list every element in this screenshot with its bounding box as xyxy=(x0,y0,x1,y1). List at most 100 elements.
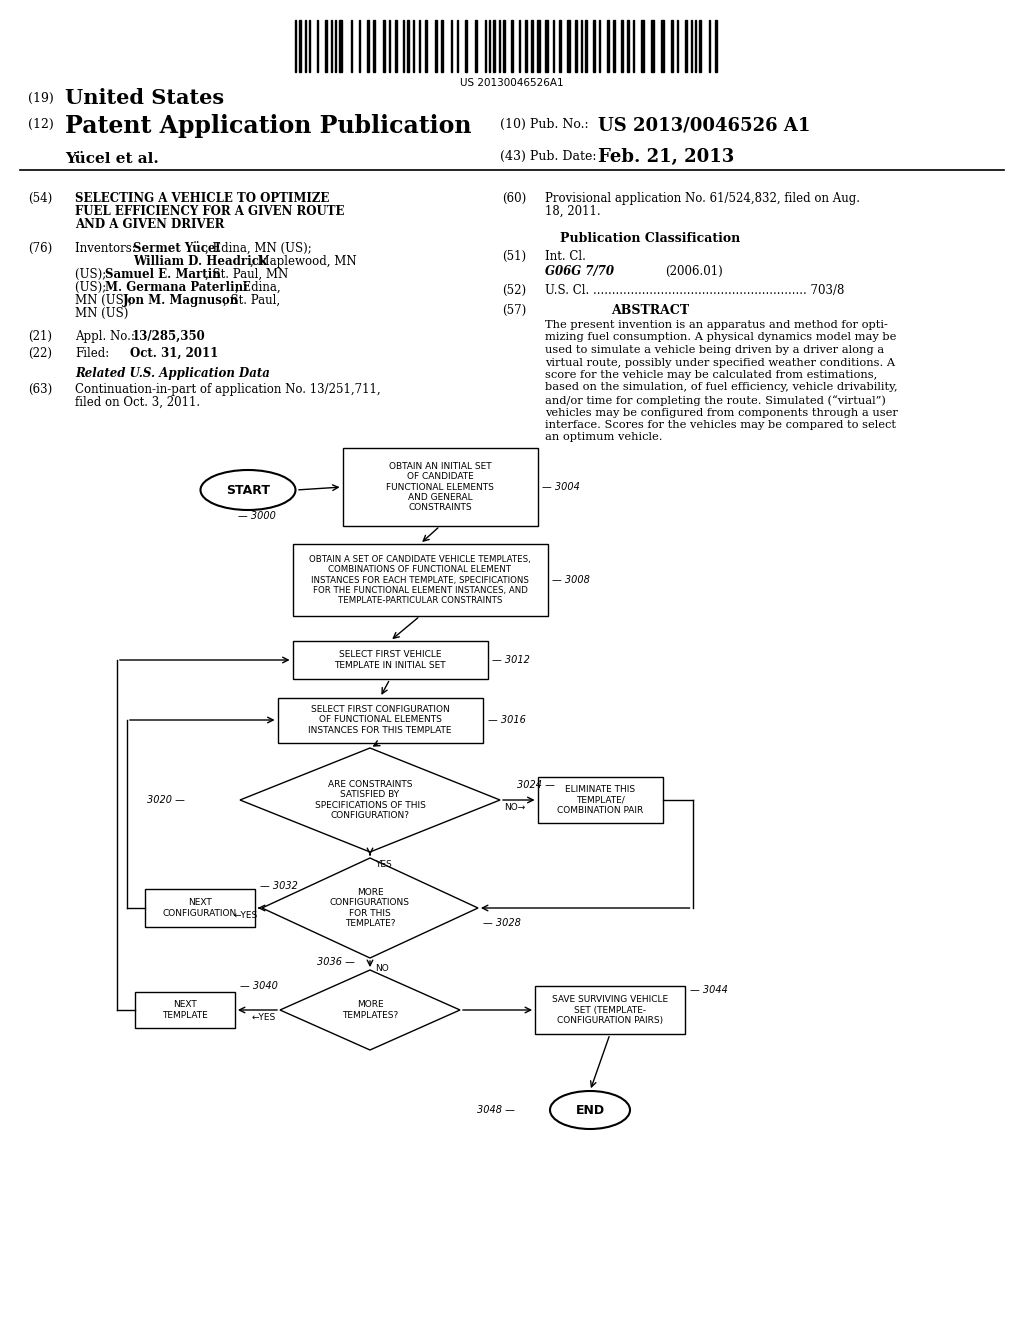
Text: an optimum vehicle.: an optimum vehicle. xyxy=(545,433,663,442)
Text: Samuel E. Martin: Samuel E. Martin xyxy=(105,268,221,281)
Text: (2006.01): (2006.01) xyxy=(665,265,723,279)
Bar xyxy=(525,20,527,73)
Bar xyxy=(503,20,505,73)
Bar xyxy=(699,20,701,73)
Text: (52): (52) xyxy=(502,284,526,297)
Text: — 3008: — 3008 xyxy=(553,576,591,585)
Bar xyxy=(278,697,482,742)
Text: ←YES: ←YES xyxy=(233,912,258,920)
Text: FUEL EFFICIENCY FOR A GIVEN ROUTE: FUEL EFFICIENCY FOR A GIVEN ROUTE xyxy=(75,205,344,218)
Text: ELIMINATE THIS
TEMPLATE/
COMBINATION PAIR: ELIMINATE THIS TEMPLATE/ COMBINATION PAI… xyxy=(557,785,643,814)
Polygon shape xyxy=(280,970,460,1049)
Bar xyxy=(531,20,534,73)
Text: US 2013/0046526 A1: US 2013/0046526 A1 xyxy=(598,116,810,135)
Bar xyxy=(621,20,623,73)
Bar xyxy=(435,20,437,73)
Text: ARE CONSTRAINTS
SATISFIED BY
SPECIFICATIONS OF THIS
CONFIGURATION?: ARE CONSTRAINTS SATISFIED BY SPECIFICATI… xyxy=(314,780,425,820)
Bar xyxy=(383,20,385,73)
Bar xyxy=(339,20,342,73)
Text: , St. Paul,: , St. Paul, xyxy=(223,294,281,308)
Text: — 3004: — 3004 xyxy=(543,482,581,492)
Bar xyxy=(715,20,717,73)
Text: Publication Classification: Publication Classification xyxy=(560,232,740,246)
Bar xyxy=(585,20,587,73)
Text: Yücel et al.: Yücel et al. xyxy=(65,152,159,166)
Text: OBTAIN AN INITIAL SET
OF CANDIDATE
FUNCTIONAL ELEMENTS
AND GENERAL
CONSTRAINTS: OBTAIN AN INITIAL SET OF CANDIDATE FUNCT… xyxy=(386,462,494,512)
Text: filed on Oct. 3, 2011.: filed on Oct. 3, 2011. xyxy=(75,396,200,409)
Text: based on the simulation, of fuel efficiency, vehicle drivability,: based on the simulation, of fuel efficie… xyxy=(545,383,898,392)
Text: END: END xyxy=(575,1104,604,1117)
Text: — 3032: — 3032 xyxy=(260,880,298,891)
Bar xyxy=(662,20,664,73)
Bar xyxy=(293,544,548,616)
Polygon shape xyxy=(262,858,478,958)
Text: MN (US);: MN (US); xyxy=(75,294,136,308)
Text: 3024 —: 3024 — xyxy=(517,780,555,789)
Text: , Maplewood, MN: , Maplewood, MN xyxy=(250,255,356,268)
Text: YES: YES xyxy=(375,861,392,869)
Bar xyxy=(671,20,673,73)
Bar xyxy=(559,20,561,73)
Text: (21): (21) xyxy=(28,330,52,343)
Text: — 3040: — 3040 xyxy=(240,981,278,991)
Text: NO: NO xyxy=(375,964,389,973)
Text: (60): (60) xyxy=(502,191,526,205)
Text: virtual route, possibly under specified weather conditions. A: virtual route, possibly under specified … xyxy=(545,358,895,367)
Bar xyxy=(465,20,467,73)
Text: 3036 —: 3036 — xyxy=(317,957,355,968)
Text: (63): (63) xyxy=(28,383,52,396)
Text: MORE
TEMPLATES?: MORE TEMPLATES? xyxy=(342,1001,398,1019)
Text: (57): (57) xyxy=(502,304,526,317)
Text: vehicles may be configured from components through a user: vehicles may be configured from componen… xyxy=(545,408,898,417)
Bar xyxy=(325,20,327,73)
Text: (19): (19) xyxy=(28,92,53,106)
Bar xyxy=(395,20,397,73)
Text: 3020 —: 3020 — xyxy=(147,795,185,805)
Text: U.S. Cl. ......................................................... 703/8: U.S. Cl. ...............................… xyxy=(545,284,845,297)
Text: Inventors:: Inventors: xyxy=(75,242,139,255)
Text: Related U.S. Application Data: Related U.S. Application Data xyxy=(75,367,270,380)
Text: (12): (12) xyxy=(28,117,53,131)
Text: score for the vehicle may be calculated from estimations,: score for the vehicle may be calculated … xyxy=(545,370,878,380)
Text: MN (US): MN (US) xyxy=(75,308,128,319)
Bar xyxy=(567,20,570,73)
Text: — 3016: — 3016 xyxy=(487,715,525,725)
Text: SELECT FIRST CONFIGURATION
OF FUNCTIONAL ELEMENTS
INSTANCES FOR THIS TEMPLATE: SELECT FIRST CONFIGURATION OF FUNCTIONAL… xyxy=(308,705,452,735)
Text: ABSTRACT: ABSTRACT xyxy=(611,304,689,317)
Text: Feb. 21, 2013: Feb. 21, 2013 xyxy=(598,148,734,166)
Text: SAVE SURVIVING VEHICLE
SET (TEMPLATE-
CONFIGURATION PAIRS): SAVE SURVIVING VEHICLE SET (TEMPLATE- CO… xyxy=(552,995,668,1024)
Bar xyxy=(593,20,595,73)
Text: , St. Paul, MN: , St. Paul, MN xyxy=(205,268,288,281)
Text: — 3028: — 3028 xyxy=(483,917,521,928)
Text: Filed:: Filed: xyxy=(75,347,110,360)
Text: Patent Application Publication: Patent Application Publication xyxy=(65,114,471,139)
Text: NEXT
CONFIGURATION: NEXT CONFIGURATION xyxy=(163,899,238,917)
Text: SELECTING A VEHICLE TO OPTIMIZE: SELECTING A VEHICLE TO OPTIMIZE xyxy=(75,191,330,205)
Text: (22): (22) xyxy=(28,347,52,360)
Bar xyxy=(613,20,615,73)
Text: Oct. 31, 2011: Oct. 31, 2011 xyxy=(130,347,218,360)
Text: START: START xyxy=(226,483,270,496)
Text: (51): (51) xyxy=(502,249,526,263)
Text: MORE
CONFIGURATIONS
FOR THIS
TEMPLATE?: MORE CONFIGURATIONS FOR THIS TEMPLATE? xyxy=(330,888,410,928)
Text: US 20130046526A1: US 20130046526A1 xyxy=(460,78,564,88)
Ellipse shape xyxy=(201,470,296,510)
Bar xyxy=(293,642,487,678)
Text: (10) Pub. No.:: (10) Pub. No.: xyxy=(500,117,589,131)
Text: G06G 7/70: G06G 7/70 xyxy=(545,265,614,279)
Bar xyxy=(685,20,687,73)
Bar xyxy=(373,20,375,73)
Bar xyxy=(145,888,255,927)
Ellipse shape xyxy=(550,1092,630,1129)
Polygon shape xyxy=(240,748,500,851)
Bar xyxy=(135,993,234,1028)
Bar xyxy=(511,20,513,73)
Text: , Edina, MN (US);: , Edina, MN (US); xyxy=(205,242,311,255)
Bar xyxy=(475,20,477,73)
Text: and/or time for completing the route. Simulated (“virtual”): and/or time for completing the route. Si… xyxy=(545,395,886,405)
Text: (76): (76) xyxy=(28,242,52,255)
Text: SELECT FIRST VEHICLE
TEMPLATE IN INITIAL SET: SELECT FIRST VEHICLE TEMPLATE IN INITIAL… xyxy=(334,651,445,669)
Text: (US);: (US); xyxy=(75,268,110,281)
Bar xyxy=(493,20,495,73)
Text: Continuation-in-part of application No. 13/251,711,: Continuation-in-part of application No. … xyxy=(75,383,381,396)
